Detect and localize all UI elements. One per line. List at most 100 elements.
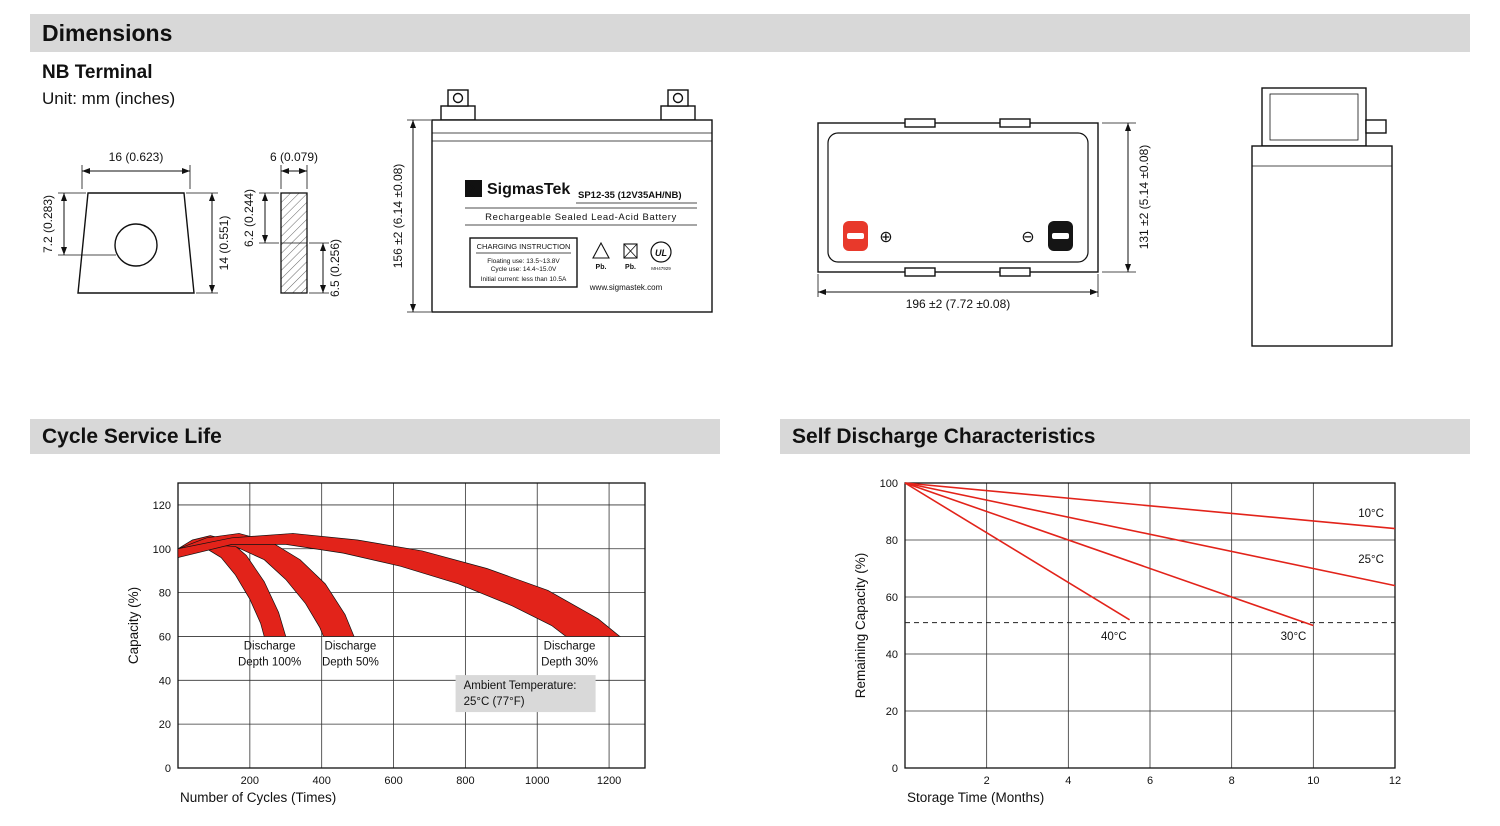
svg-text:6: 6 (1147, 775, 1153, 787)
dim-label: 7.2 (0.283) (41, 195, 55, 253)
terminal-type-label: NB Terminal (42, 62, 153, 83)
dim-label: 6 (0.079) (270, 150, 318, 164)
section-title-cycle: Cycle Service Life (42, 424, 222, 448)
svg-text:Discharge: Discharge (244, 641, 296, 653)
dim-terminal-front-height-upper: 7.2 (0.283) (41, 192, 116, 256)
terminal-side-view: 6 (0.079) 6.2 (0.244) 6.5 (0.256) (242, 150, 342, 297)
dim-terminal-side-width: 6 (0.079) (270, 150, 318, 189)
svg-text:200: 200 (241, 775, 259, 787)
pb-right-label: Pb. (625, 264, 636, 271)
svg-text:120: 120 (153, 500, 171, 512)
dim-terminal-side-lower: 6.5 (0.256) (309, 239, 342, 297)
section-header-dimensions: Dimensions (30, 14, 1470, 52)
svg-text:Capacity (%): Capacity (%) (126, 587, 141, 664)
pb-left-label: Pb. (596, 264, 607, 271)
ul-file-number: MH47929 (651, 266, 671, 271)
svg-text:Storage Time (Months): Storage Time (Months) (907, 790, 1044, 805)
charging-cycle: Cycle use: 14.4~15.0V (491, 266, 557, 273)
terminal-front-shape (77, 192, 195, 294)
svg-text:40°C: 40°C (1101, 631, 1127, 643)
svg-text:20: 20 (159, 719, 171, 731)
battery-label: Σ SigmasTek SP12-35 (12V35AH/NB) Recharg… (465, 180, 697, 226)
label-icons: Pb. Pb. UL MH47929 (592, 241, 672, 271)
ul-letters: UL (655, 248, 667, 258)
cycle-service-life-chart: 200 400 600 800 1000 1200 0 20 40 60 80 100 120 Disch… (126, 482, 646, 805)
svg-text:Ambient Temperature:: Ambient Temperature: (464, 680, 577, 692)
minus-symbol: ⊖ (1021, 229, 1034, 246)
ul-mark-icon: UL (650, 241, 672, 263)
dim-battery-height: 156 ±2 (6.14 ±0.08) (391, 119, 431, 313)
unit-label: Unit: mm (inches) (42, 89, 176, 108)
brand-name: SigmasTek (487, 181, 570, 198)
positive-terminal-black (1048, 221, 1073, 251)
dim-label: 196 ±2 (7.72 ±0.08) (906, 297, 1011, 311)
svg-text:8: 8 (1229, 775, 1235, 787)
negative-terminal-red (843, 221, 868, 251)
svg-text:10°C: 10°C (1358, 508, 1384, 520)
website-text: www.sigmastek.com (589, 283, 663, 292)
side-terminal-assembly (1261, 87, 1387, 147)
svg-text:25°C (77°F): 25°C (77°F) (464, 696, 525, 708)
svg-text:Depth 30%: Depth 30% (541, 657, 598, 669)
sigma-logo-icon (465, 180, 482, 197)
svg-text:40: 40 (886, 649, 898, 661)
dim-terminal-front-width: 16 (0.623) (81, 150, 191, 189)
model-number: SP12-35 (12V35AH/NB) (578, 190, 682, 201)
svg-text:400: 400 (313, 775, 331, 787)
svg-text:Discharge: Discharge (544, 641, 596, 653)
svg-text:0: 0 (892, 763, 898, 775)
sigma-glyph: Σ (470, 181, 478, 196)
dim-battery-top-width: 196 ±2 (7.72 ±0.08) (817, 274, 1099, 311)
dim-label: 131 ±2 (5.14 ±0.08) (1137, 145, 1151, 250)
svg-text:12: 12 (1389, 775, 1401, 787)
battery-top-view: ⊕ ⊖ 196 ±2 (7.72 ±0.08) 131 ±2 (5.14 ±0.… (817, 118, 1151, 311)
svg-text:Depth 100%: Depth 100% (238, 657, 301, 669)
self-discharge-chart: 2 4 6 8 10 12 0 20 40 60 80 100 10°C 25°C 30°C 40°C Stor… (853, 478, 1401, 805)
svg-text:40: 40 (159, 675, 171, 687)
terminal-side-shape (280, 192, 308, 294)
charging-title: CHARGING INSTRUCTION (477, 242, 571, 251)
dim-label: 156 ±2 (6.14 ±0.08) (391, 164, 405, 269)
dim-label: 16 (0.623) (109, 150, 164, 164)
svg-text:60: 60 (886, 592, 898, 604)
svg-text:100: 100 (880, 478, 898, 490)
section-header-cycle-service-life: Cycle Service Life (30, 419, 720, 454)
section-title-dimensions: Dimensions (42, 19, 173, 46)
battery-type-line: Rechargeable Sealed Lead-Acid Battery (485, 212, 677, 223)
svg-text:30°C: 30°C (1281, 631, 1307, 643)
svg-text:1200: 1200 (597, 775, 621, 787)
svg-text:Depth 50%: Depth 50% (322, 657, 379, 669)
svg-text:60: 60 (159, 631, 171, 643)
svg-text:800: 800 (456, 775, 474, 787)
battery-side-view (1251, 87, 1393, 347)
side-body (1251, 145, 1393, 347)
plus-symbol: ⊕ (879, 229, 892, 246)
svg-text:1000: 1000 (525, 775, 549, 787)
svg-text:25°C: 25°C (1358, 554, 1384, 566)
svg-text:10: 10 (1307, 775, 1319, 787)
svg-text:80: 80 (886, 535, 898, 547)
charging-instruction-box: CHARGING INSTRUCTION Floating use: 13.5~… (469, 237, 578, 288)
section-header-self-discharge: Self Discharge Characteristics (780, 419, 1470, 454)
dim-label: 6.5 (0.256) (328, 239, 342, 297)
battery-terminal-post-left (440, 89, 476, 121)
svg-text:Remaining Capacity (%): Remaining Capacity (%) (853, 553, 868, 699)
dim-terminal-front-height-full: 14 (0.551) (186, 192, 231, 294)
svg-text:Discharge: Discharge (325, 641, 377, 653)
recycle-pb-icon (592, 241, 610, 259)
battery-terminal-post-right (660, 89, 696, 121)
dim-battery-top-depth: 131 ±2 (5.14 ±0.08) (1102, 122, 1151, 273)
svg-text:80: 80 (159, 588, 171, 600)
crossed-bin-pb-icon (623, 243, 638, 259)
svg-text:20: 20 (886, 706, 898, 718)
dim-label: 14 (0.551) (217, 216, 231, 271)
battery-top-body (817, 118, 1099, 277)
section-title-self-discharge: Self Discharge Characteristics (792, 424, 1096, 448)
svg-text:100: 100 (153, 544, 171, 556)
svg-text:0: 0 (165, 763, 171, 775)
terminal-front-view: 16 (0.623) 7.2 (0.283) 14 (0.551) (41, 150, 231, 294)
charging-initial: Initial current: less than 10.5A (481, 276, 567, 283)
svg-text:4: 4 (1065, 775, 1071, 787)
dim-label: 6.2 (0.244) (242, 189, 256, 247)
